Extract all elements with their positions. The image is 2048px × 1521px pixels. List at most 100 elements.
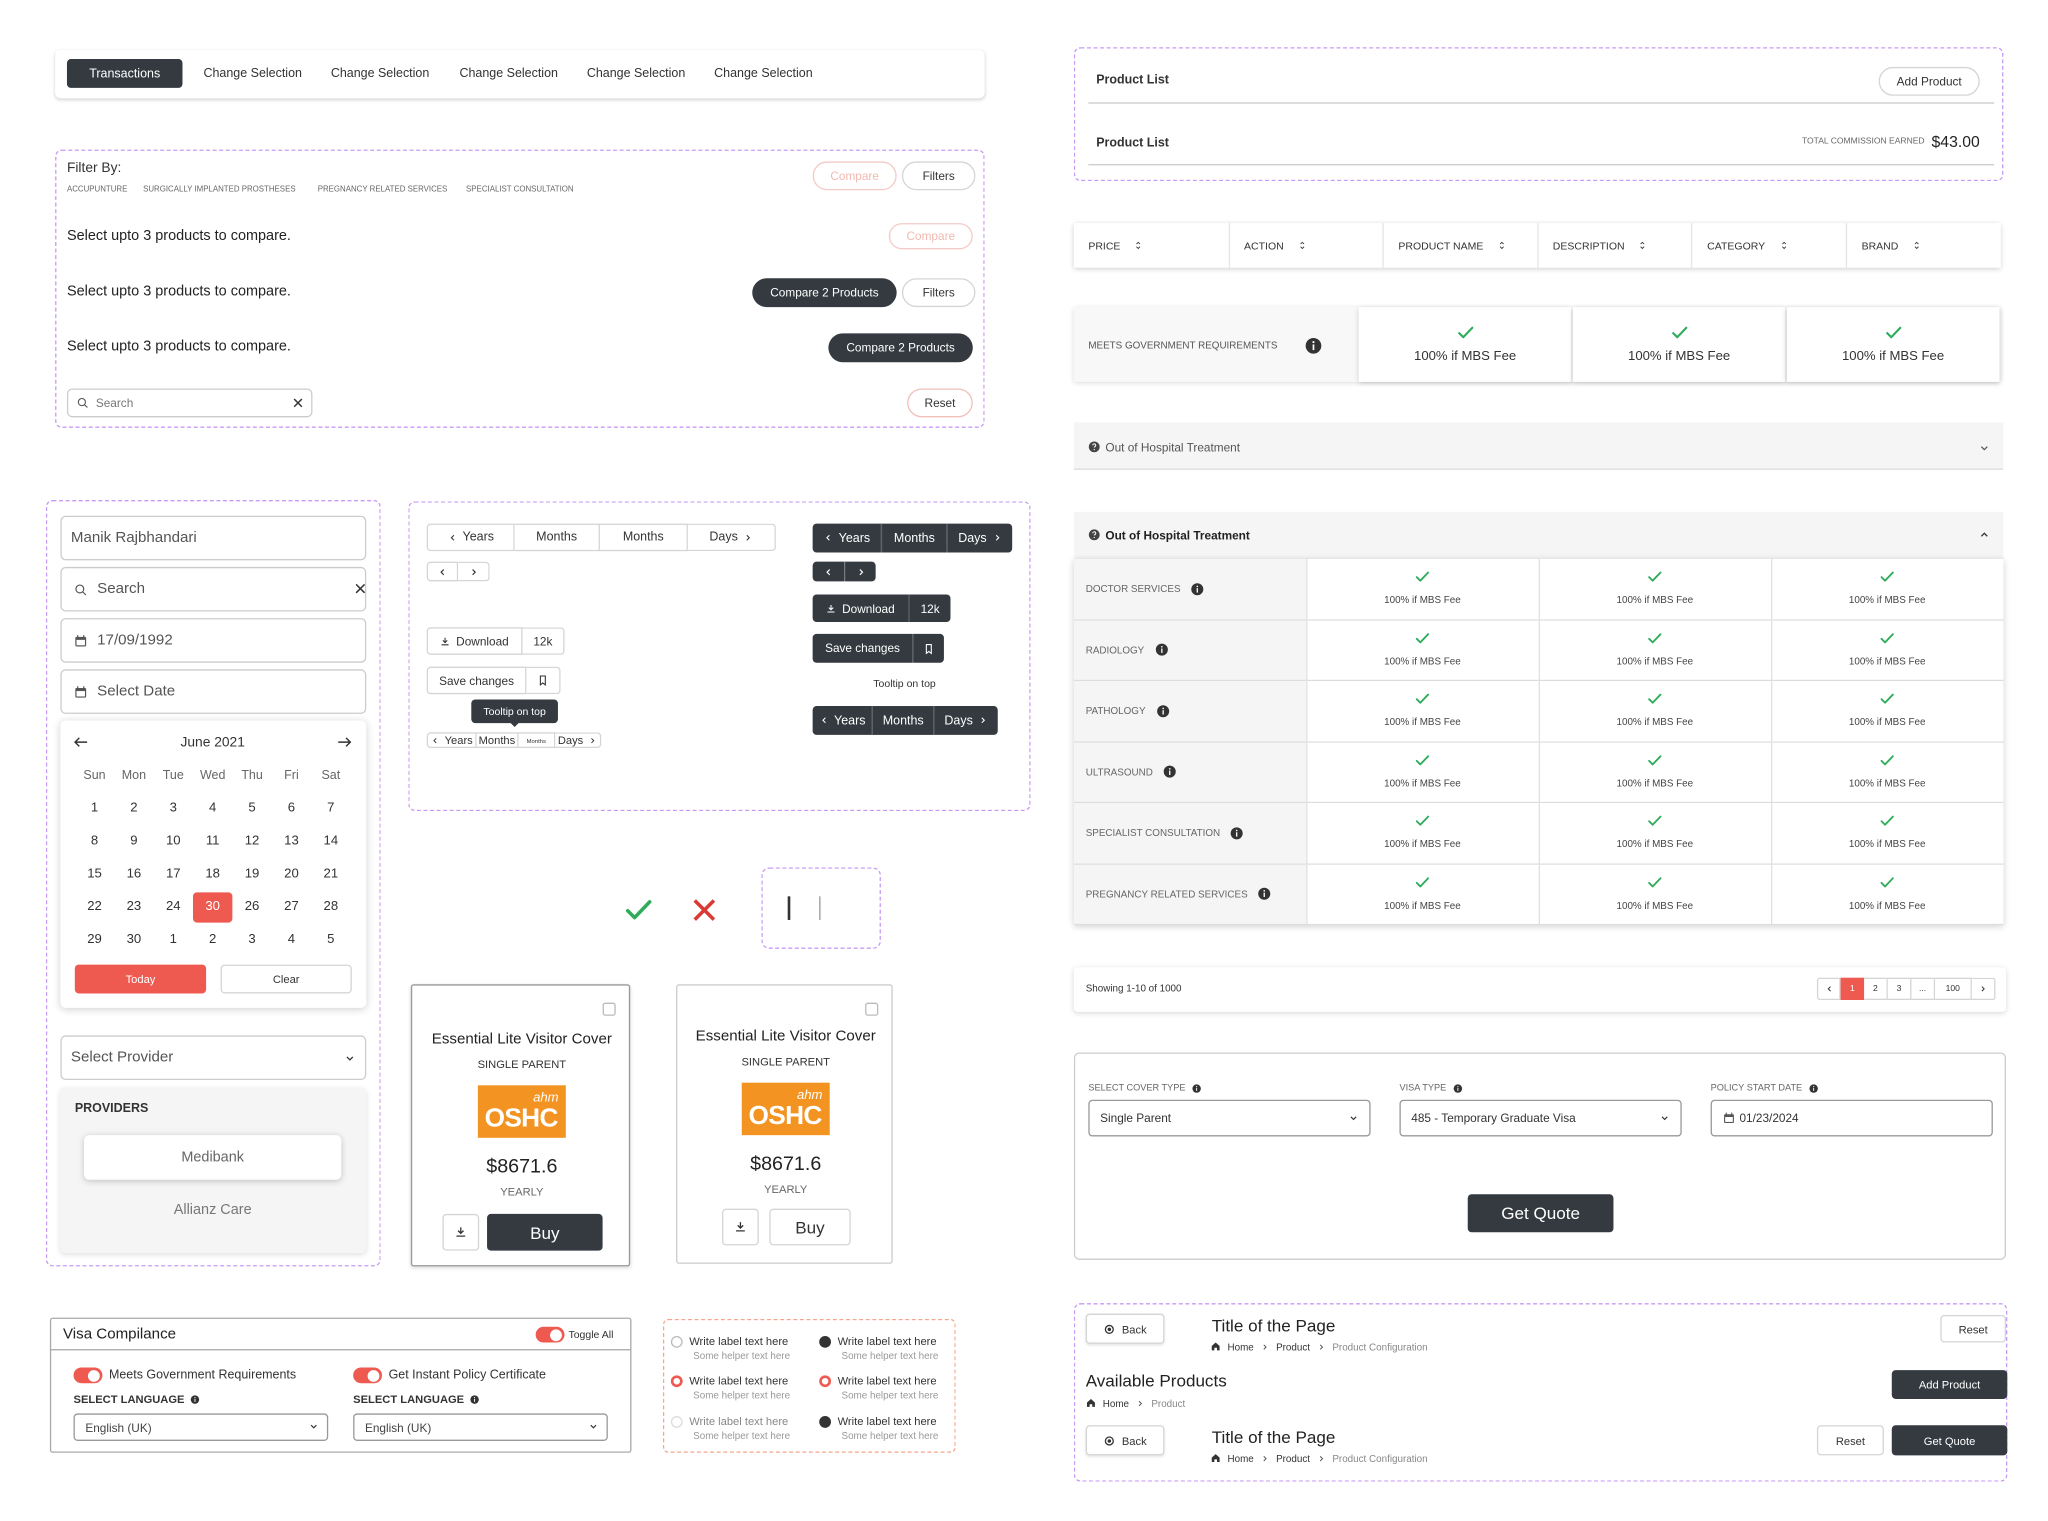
save-button[interactable]: Save changes [812, 633, 913, 663]
tab-active[interactable]: Transactions [66, 59, 183, 88]
segment-button[interactable]: Years [812, 523, 881, 553]
small-segment-button[interactable]: Months [476, 732, 519, 749]
radio[interactable] [819, 1374, 832, 1387]
search-input[interactable] [66, 388, 313, 418]
buy-button[interactable]: Buy [769, 1208, 851, 1246]
toggle[interactable] [73, 1367, 103, 1384]
day[interactable]: 3 [248, 932, 256, 947]
header-cell[interactable]: CATEGORY [1691, 223, 1845, 268]
day[interactable]: 7 [327, 801, 335, 816]
day[interactable]: 9 [130, 833, 138, 849]
header-cell[interactable]: PRODUCT NAME [1382, 223, 1537, 268]
header-cell[interactable]: DESCRIPTION [1537, 223, 1691, 268]
breadcrumb-item[interactable]: Product Configuration [1332, 1340, 1428, 1353]
day[interactable]: 5 [327, 932, 335, 947]
day[interactable]: 18 [205, 866, 220, 882]
day[interactable]: 1 [169, 932, 177, 947]
field-select[interactable] [1088, 1099, 1371, 1137]
day[interactable]: 8 [90, 833, 99, 849]
day[interactable]: 2 [209, 932, 217, 947]
segment-button[interactable]: Days [946, 523, 1013, 553]
get-quote-button[interactable]: Get Quote [1467, 1194, 1614, 1233]
download-button[interactable] [442, 1213, 480, 1251]
small-segment-button[interactable]: Months [518, 732, 556, 749]
breadcrumb-item[interactable]: Home [1227, 1452, 1254, 1464]
toggle[interactable] [535, 1326, 565, 1343]
download-button[interactable]: Download [426, 627, 523, 655]
tab[interactable]: Change Selection [586, 66, 686, 81]
segment-button[interactable]: Years [812, 706, 872, 735]
day[interactable]: 28 [323, 899, 339, 915]
card-checkbox[interactable] [865, 1002, 879, 1016]
day[interactable]: 29 [87, 932, 102, 947]
day[interactable]: 4 [209, 801, 217, 816]
page-button[interactable]: 3 [1887, 977, 1912, 1001]
text-input[interactable] [60, 1035, 367, 1081]
accordion-collapsed[interactable] [1073, 422, 2004, 470]
tab[interactable]: Change Selection [714, 66, 813, 81]
breadcrumb-item[interactable]: Product [1151, 1396, 1186, 1409]
header-cell[interactable]: ACTION [1228, 223, 1382, 268]
text-input[interactable] [60, 669, 367, 714]
save-button[interactable]: Save changes [426, 666, 527, 695]
segment-button[interactable]: Months [514, 523, 600, 552]
tab[interactable]: Change Selection [459, 66, 558, 81]
page-action[interactable]: Reset [1816, 1425, 1884, 1456]
prev-page[interactable] [1816, 977, 1841, 1001]
next-page[interactable] [1971, 977, 1996, 1001]
day[interactable]: 3 [169, 801, 177, 816]
breadcrumb-item[interactable]: Home [1227, 1340, 1254, 1353]
segment-button[interactable]: Months [871, 706, 934, 735]
download-button-addon[interactable]: 12k [908, 594, 951, 623]
language-select[interactable] [353, 1413, 608, 1441]
header-cell[interactable]: BRAND [1845, 223, 2000, 268]
small-segment-button[interactable]: Years [426, 732, 477, 749]
download-button-addon[interactable]: 12k [522, 627, 565, 655]
download-button[interactable]: Download [812, 594, 909, 623]
radio[interactable] [670, 1415, 683, 1428]
day[interactable]: 22 [87, 899, 102, 915]
page-action[interactable]: Get Quote [1891, 1425, 2008, 1456]
segment-button[interactable]: Days [687, 523, 776, 552]
filters-button[interactable]: Filters [901, 161, 976, 191]
day[interactable]: 30 [126, 932, 142, 947]
page-button[interactable]: 100 [1935, 977, 1972, 1001]
day[interactable]: 17 [165, 866, 181, 882]
provider-option[interactable]: Medibank [84, 1135, 342, 1180]
tab[interactable]: Change Selection [330, 66, 430, 81]
breadcrumb-item[interactable]: Product [1276, 1452, 1311, 1464]
breadcrumb-item[interactable]: Home [1102, 1396, 1130, 1409]
radio[interactable] [670, 1335, 683, 1348]
day[interactable]: 4 [287, 932, 296, 947]
day[interactable]: 26 [244, 899, 260, 915]
add-product-button[interactable]: Add Product [1878, 66, 1980, 96]
day[interactable]: 10 [165, 833, 181, 849]
field-select[interactable] [1710, 1099, 1993, 1137]
day[interactable]: 2 [130, 801, 138, 816]
breadcrumb-item[interactable]: Product [1276, 1340, 1311, 1353]
compare-two-button[interactable]: Compare 2 Products [752, 278, 897, 308]
toggle[interactable] [353, 1367, 383, 1384]
radio[interactable] [670, 1374, 683, 1387]
reset-button[interactable]: Reset [907, 388, 973, 418]
day[interactable]: 21 [323, 866, 339, 882]
next-button[interactable] [458, 561, 490, 582]
save-button-addon[interactable] [526, 666, 561, 695]
page-action[interactable]: Add Product [1891, 1370, 2008, 1399]
day[interactable]: 20 [284, 866, 299, 882]
day[interactable]: 1 [90, 801, 99, 816]
back-button[interactable]: Back [1085, 1313, 1165, 1344]
radio[interactable] [819, 1415, 832, 1428]
compare-button[interactable]: Compare [888, 223, 973, 250]
day[interactable]: 23 [126, 899, 142, 915]
page-button[interactable]: 1 [1840, 977, 1865, 1001]
breadcrumb-item[interactable]: Product Configuration [1332, 1452, 1428, 1464]
segment-button[interactable]: Days [933, 706, 998, 735]
clear-button[interactable]: Clear [220, 964, 352, 994]
segment-button[interactable]: Months [880, 523, 947, 553]
radio[interactable] [819, 1335, 832, 1348]
day[interactable]: 11 [205, 833, 220, 849]
day[interactable]: 12 [244, 833, 260, 849]
day[interactable]: 13 [284, 833, 299, 849]
language-select[interactable] [73, 1413, 329, 1441]
